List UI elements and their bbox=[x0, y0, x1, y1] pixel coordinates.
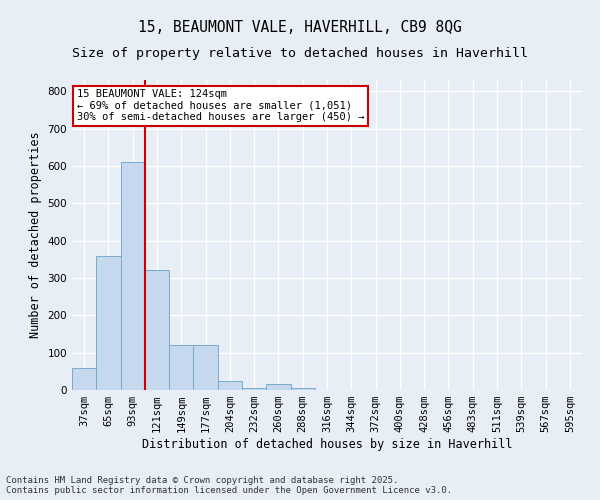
Bar bbox=[193, 345, 218, 390]
Bar bbox=[169, 345, 193, 390]
Text: Size of property relative to detached houses in Haverhill: Size of property relative to detached ho… bbox=[72, 48, 528, 60]
Y-axis label: Number of detached properties: Number of detached properties bbox=[29, 132, 42, 338]
Text: Contains HM Land Registry data © Crown copyright and database right 2025.
Contai: Contains HM Land Registry data © Crown c… bbox=[6, 476, 452, 495]
Bar bbox=[242, 388, 266, 390]
X-axis label: Distribution of detached houses by size in Haverhill: Distribution of detached houses by size … bbox=[142, 438, 512, 451]
Text: 15, BEAUMONT VALE, HAVERHILL, CB9 8QG: 15, BEAUMONT VALE, HAVERHILL, CB9 8QG bbox=[138, 20, 462, 35]
Bar bbox=[96, 256, 121, 390]
Bar bbox=[290, 388, 315, 390]
Bar bbox=[145, 270, 169, 390]
Text: 15 BEAUMONT VALE: 124sqm
← 69% of detached houses are smaller (1,051)
30% of sem: 15 BEAUMONT VALE: 124sqm ← 69% of detach… bbox=[77, 90, 365, 122]
Bar bbox=[72, 368, 96, 390]
Bar bbox=[218, 380, 242, 390]
Bar bbox=[266, 384, 290, 390]
Bar bbox=[121, 162, 145, 390]
